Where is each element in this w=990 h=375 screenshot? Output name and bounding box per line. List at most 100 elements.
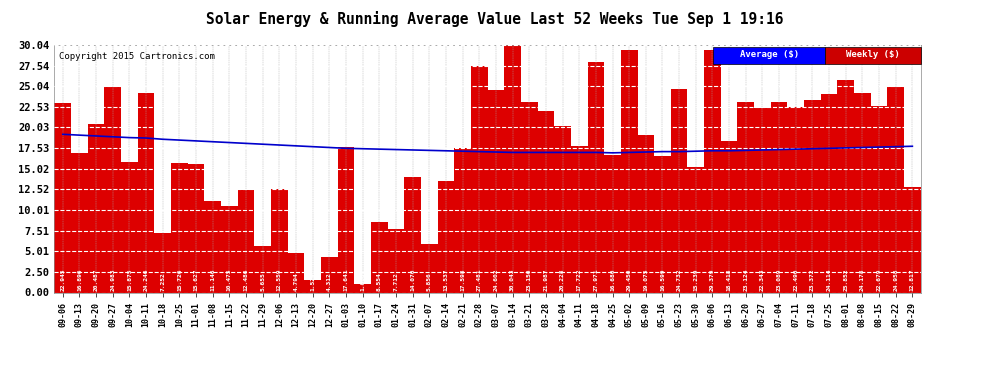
Text: 14.070: 14.070 xyxy=(410,268,415,291)
Text: 24.732: 24.732 xyxy=(676,268,682,291)
Text: 16.896: 16.896 xyxy=(77,268,82,291)
Bar xyxy=(904,187,921,292)
Text: 21.987: 21.987 xyxy=(544,268,548,291)
Bar xyxy=(804,100,821,292)
Bar xyxy=(671,89,687,292)
Bar xyxy=(721,141,738,292)
Text: 15.627: 15.627 xyxy=(194,268,199,291)
Text: Average ($): Average ($) xyxy=(740,50,799,59)
Bar xyxy=(254,246,271,292)
Text: 24.602: 24.602 xyxy=(493,268,498,291)
Text: 19.075: 19.075 xyxy=(644,268,648,291)
Text: 22.945: 22.945 xyxy=(60,268,65,291)
Bar xyxy=(454,147,471,292)
Text: 24.983: 24.983 xyxy=(110,268,115,291)
Bar xyxy=(838,80,854,292)
Text: 16.680: 16.680 xyxy=(610,268,615,291)
Bar xyxy=(138,93,154,292)
Text: 20.228: 20.228 xyxy=(560,268,565,291)
Bar xyxy=(754,108,771,292)
Text: 22.490: 22.490 xyxy=(793,268,798,291)
Bar xyxy=(554,126,571,292)
Text: 4.794: 4.794 xyxy=(293,272,299,291)
Text: 15.875: 15.875 xyxy=(127,268,132,291)
Bar xyxy=(154,233,171,292)
Text: 5.856: 5.856 xyxy=(427,272,432,291)
Text: 15.726: 15.726 xyxy=(177,268,182,291)
Bar xyxy=(421,244,438,292)
Bar xyxy=(504,45,521,292)
Text: 24.246: 24.246 xyxy=(144,268,148,291)
Text: 5.655: 5.655 xyxy=(260,272,265,291)
Bar xyxy=(571,147,587,292)
Bar xyxy=(887,87,904,292)
Bar xyxy=(204,201,221,292)
Text: 29.450: 29.450 xyxy=(627,268,632,291)
Bar xyxy=(638,135,654,292)
Bar xyxy=(188,164,204,292)
Text: 7.712: 7.712 xyxy=(393,272,398,291)
Bar xyxy=(321,257,338,292)
Text: 23.372: 23.372 xyxy=(810,268,815,291)
Text: 1.529: 1.529 xyxy=(310,272,315,291)
Text: 17.598: 17.598 xyxy=(460,268,465,291)
Text: 17.641: 17.641 xyxy=(344,268,348,291)
Bar xyxy=(221,206,238,292)
Text: 27.481: 27.481 xyxy=(477,268,482,291)
Bar xyxy=(621,50,638,292)
Text: 7.252: 7.252 xyxy=(160,272,165,291)
Bar xyxy=(388,229,404,292)
Text: 24.178: 24.178 xyxy=(860,268,865,291)
Text: 18.418: 18.418 xyxy=(727,268,732,291)
Text: 1.006: 1.006 xyxy=(360,272,365,291)
Bar xyxy=(854,93,871,292)
Text: 17.722: 17.722 xyxy=(577,268,582,291)
Text: 13.537: 13.537 xyxy=(444,268,448,291)
Bar xyxy=(654,156,671,292)
Bar xyxy=(304,280,321,292)
Text: 12.559: 12.559 xyxy=(277,268,282,291)
Text: 22.679: 22.679 xyxy=(876,268,881,291)
Bar xyxy=(354,284,371,292)
Bar xyxy=(871,106,887,292)
Bar xyxy=(271,189,288,292)
Text: 23.150: 23.150 xyxy=(527,268,532,291)
Bar xyxy=(771,102,787,292)
Bar xyxy=(438,181,454,292)
Text: Copyright 2015 Cartronics.com: Copyright 2015 Cartronics.com xyxy=(58,53,215,62)
Text: 30.043: 30.043 xyxy=(510,268,515,291)
Bar xyxy=(171,163,188,292)
Bar xyxy=(338,147,354,292)
Bar xyxy=(104,87,121,292)
Text: 12.486: 12.486 xyxy=(244,268,248,291)
Bar xyxy=(687,167,704,292)
Bar xyxy=(238,190,254,292)
Text: 8.554: 8.554 xyxy=(377,272,382,291)
FancyBboxPatch shape xyxy=(713,48,826,63)
Bar xyxy=(521,102,538,292)
Bar xyxy=(704,51,721,292)
Bar xyxy=(404,177,421,292)
Text: 25.852: 25.852 xyxy=(843,268,848,291)
Bar xyxy=(71,153,88,292)
Text: 27.971: 27.971 xyxy=(593,268,598,291)
Text: 24.958: 24.958 xyxy=(893,268,898,291)
Text: 11.146: 11.146 xyxy=(210,268,215,291)
Bar xyxy=(587,62,604,292)
Text: 22.343: 22.343 xyxy=(760,268,765,291)
Bar xyxy=(88,124,104,292)
Text: Weekly ($): Weekly ($) xyxy=(846,50,900,59)
Bar xyxy=(121,162,138,292)
Bar xyxy=(288,253,304,292)
Bar xyxy=(738,102,754,292)
Text: 24.114: 24.114 xyxy=(827,268,832,291)
Text: 20.487: 20.487 xyxy=(94,268,99,291)
Bar xyxy=(488,90,504,292)
Text: Solar Energy & Running Average Value Last 52 Weeks Tue Sep 1 19:16: Solar Energy & Running Average Value Las… xyxy=(206,11,784,27)
Text: 12.817: 12.817 xyxy=(910,268,915,291)
Text: 10.475: 10.475 xyxy=(227,268,232,291)
Text: 23.124: 23.124 xyxy=(743,268,748,291)
Text: 29.379: 29.379 xyxy=(710,268,715,291)
Bar xyxy=(371,222,388,292)
Text: 16.599: 16.599 xyxy=(660,268,665,291)
